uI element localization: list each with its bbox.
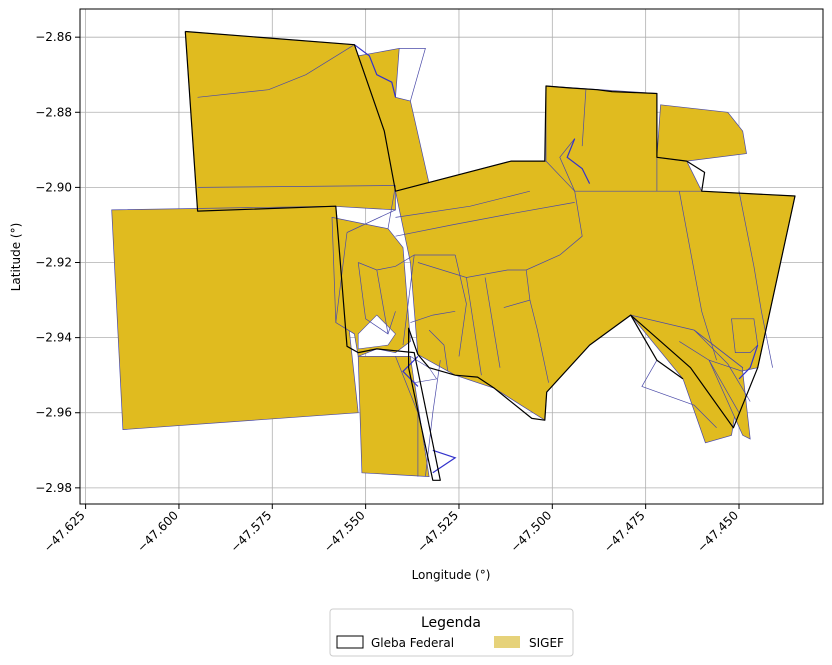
parcel-boundary [484, 277, 501, 368]
unmapped-gap [357, 314, 396, 350]
parcel-boundary [357, 262, 396, 335]
parcel-boundary [581, 89, 587, 147]
parcel-boundary [358, 254, 456, 271]
river-line [354, 44, 397, 98]
x-tick-label: −47.600 [134, 508, 181, 555]
parcel-boundary [376, 269, 389, 334]
unmapped-gap [410, 355, 438, 384]
river-lines [354, 44, 759, 474]
parcel-boundary [387, 185, 396, 229]
sigef-parcel [731, 318, 759, 353]
y-tick-label: −2.94 [35, 331, 72, 345]
legend: Legenda Gleba Federal SIGEF [329, 608, 574, 657]
y-axis-ticks: −2.86 −2.88 −2.90 −2.92 −2.94 −2.96 −2.98 [35, 30, 80, 495]
x-tick-label: −47.525 [414, 508, 461, 555]
y-tick-label: −2.90 [35, 180, 72, 194]
parcel-boundary [395, 190, 530, 218]
parcel-boundary [410, 310, 456, 323]
y-tick-label: −2.98 [35, 481, 72, 495]
parcel-boundary [395, 202, 575, 237]
y-tick-label: −2.86 [35, 30, 72, 44]
x-tick-label: −47.475 [601, 508, 648, 555]
gleba-federal-line [630, 314, 684, 380]
parcel-boundary [529, 300, 549, 383]
parcel-boundary [641, 360, 717, 429]
x-axis-label: Longitude (°) [412, 568, 491, 582]
legend-gleba-swatch [336, 635, 364, 649]
sigef-parcel [708, 359, 751, 440]
parcel-boundary [399, 48, 426, 102]
parcel-boundary [197, 185, 396, 188]
river-line [432, 449, 457, 474]
parcel-boundary [693, 329, 751, 402]
sigef-parcel [357, 356, 430, 477]
x-tick-label: −47.575 [228, 508, 275, 555]
sigef-parcel [656, 104, 747, 162]
parcel-boundary [197, 44, 355, 98]
x-tick-label: −47.500 [508, 508, 555, 555]
legend-gleba-label: Gleba Federal [371, 636, 454, 650]
legend-sigef-swatch [494, 636, 520, 648]
sigef-parcel-boundaries [197, 44, 773, 477]
river-line [402, 355, 419, 387]
y-axis-label: Latitude (°) [9, 223, 23, 292]
plot-frame [79, 8, 824, 505]
parcel-boundary [346, 209, 396, 233]
gleba-federal-boundary [184, 30, 796, 481]
sigef-parcel [111, 205, 359, 430]
gleba-federal-line [184, 30, 796, 481]
y-tick-label: −2.88 [35, 105, 72, 119]
x-tick-label: −47.450 [694, 508, 741, 555]
y-tick-label: −2.96 [35, 406, 72, 420]
parcel-boundary [466, 277, 482, 376]
parcel-boundary [738, 191, 773, 368]
parcel-boundary [402, 254, 415, 346]
x-axis-ticks: −47.625 −47.600 −47.575 −47.550 −47.525 −47.5… [41, 504, 741, 555]
parcel-boundary [454, 254, 467, 357]
y-tick-label: −2.92 [35, 256, 72, 270]
legend-title: Legenda [421, 615, 481, 631]
parcel-boundary [693, 329, 743, 368]
river-line [738, 344, 759, 380]
parcel-boundary [679, 341, 740, 413]
sigef-parcel [184, 31, 430, 212]
parcel-boundary [559, 138, 576, 192]
parcel-boundary [428, 329, 449, 372]
x-tick-label: −47.550 [321, 508, 368, 555]
sigef-parcels [111, 31, 796, 477]
unmapped-gaps [357, 314, 438, 384]
legend-sigef-label: SIGEF [529, 636, 564, 650]
x-tick-label: −47.625 [41, 508, 88, 555]
river-line [566, 138, 591, 184]
